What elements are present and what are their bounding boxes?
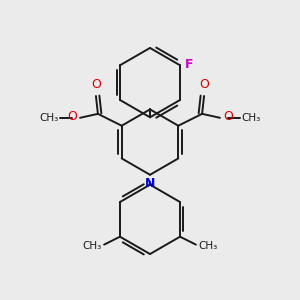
Text: O: O bbox=[67, 110, 77, 123]
Text: CH₃: CH₃ bbox=[82, 241, 101, 250]
Text: O: O bbox=[91, 78, 101, 91]
Text: O: O bbox=[199, 78, 209, 91]
Text: CH₃: CH₃ bbox=[199, 241, 218, 250]
Text: CH₃: CH₃ bbox=[39, 113, 58, 123]
Text: F: F bbox=[185, 58, 194, 71]
Text: N: N bbox=[145, 177, 155, 190]
Text: CH₃: CH₃ bbox=[242, 113, 261, 123]
Text: O: O bbox=[223, 110, 233, 123]
